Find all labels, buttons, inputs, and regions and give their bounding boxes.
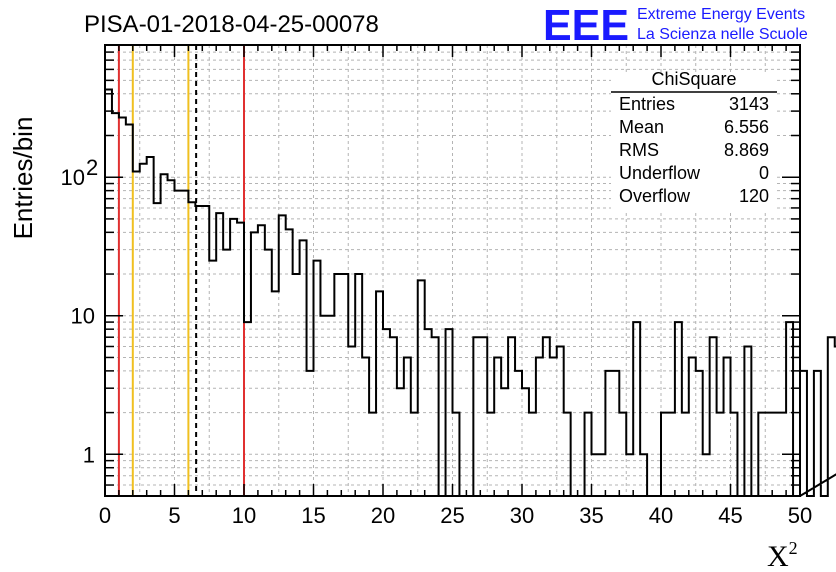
logo-line-2: La Scienza nelle Scuole bbox=[637, 26, 808, 43]
eee-logo: EEE Extreme Energy Events La Scienza nel… bbox=[543, 1, 808, 50]
stats-value-mean: 6.556 bbox=[724, 117, 769, 137]
logo-line-1: Extreme Energy Events bbox=[637, 6, 805, 23]
x-axis-label: X2 bbox=[767, 538, 798, 572]
histogram-outline bbox=[104, 88, 836, 497]
x-tick-label: 25 bbox=[440, 503, 464, 528]
stats-label-entries: Entries bbox=[619, 94, 675, 114]
reference-lines bbox=[117, 45, 245, 496]
stats-box: ChiSquare Entries 3143 Mean 6.556 RMS 8.… bbox=[611, 69, 777, 210]
stats-label-overflow: Overflow bbox=[619, 186, 691, 206]
stats-value-entries: 3143 bbox=[729, 94, 769, 114]
x-tick-label: 15 bbox=[301, 503, 325, 528]
x-tick-label: 50 bbox=[788, 503, 812, 528]
stats-value-overflow: 120 bbox=[739, 186, 769, 206]
chart-title: PISA-01-2018-04-25-00078 bbox=[84, 11, 379, 38]
y-tick-label: 10 bbox=[71, 304, 95, 329]
x-tick-label: 30 bbox=[510, 503, 534, 528]
y-axis-label: Entries/bin bbox=[8, 117, 38, 240]
stats-label-mean: Mean bbox=[619, 117, 664, 137]
eee-logo-mark: EEE bbox=[543, 1, 629, 50]
x-tick-label: 0 bbox=[99, 503, 111, 528]
x-tick-label: 5 bbox=[168, 503, 180, 528]
x-tick-label: 45 bbox=[718, 503, 742, 528]
stats-label-underflow: Underflow bbox=[619, 163, 701, 183]
stats-box-background bbox=[611, 72, 777, 210]
x-tick-label: 20 bbox=[371, 503, 395, 528]
y-tick-label: 1 bbox=[83, 442, 95, 467]
x-axis-label-superscript: 2 bbox=[789, 538, 798, 558]
axis-ticks bbox=[104, 45, 801, 496]
x-tick-label: 35 bbox=[579, 503, 603, 528]
x-axis-label-symbol: X bbox=[767, 540, 789, 572]
stats-value-underflow: 0 bbox=[759, 163, 769, 183]
stats-title: ChiSquare bbox=[651, 69, 736, 89]
x-tick-label: 10 bbox=[232, 503, 256, 528]
y-tick-label-exponent: 2 bbox=[86, 155, 98, 180]
grid-lines bbox=[105, 45, 800, 496]
stats-label-rms: RMS bbox=[619, 140, 659, 160]
x-tick-label: 40 bbox=[649, 503, 673, 528]
stats-value-rms: 8.869 bbox=[724, 140, 769, 160]
y-tick-label: 10 bbox=[61, 165, 85, 190]
x-tick-labels: 0 5 10 15 20 25 30 35 40 45 50 bbox=[99, 503, 812, 528]
